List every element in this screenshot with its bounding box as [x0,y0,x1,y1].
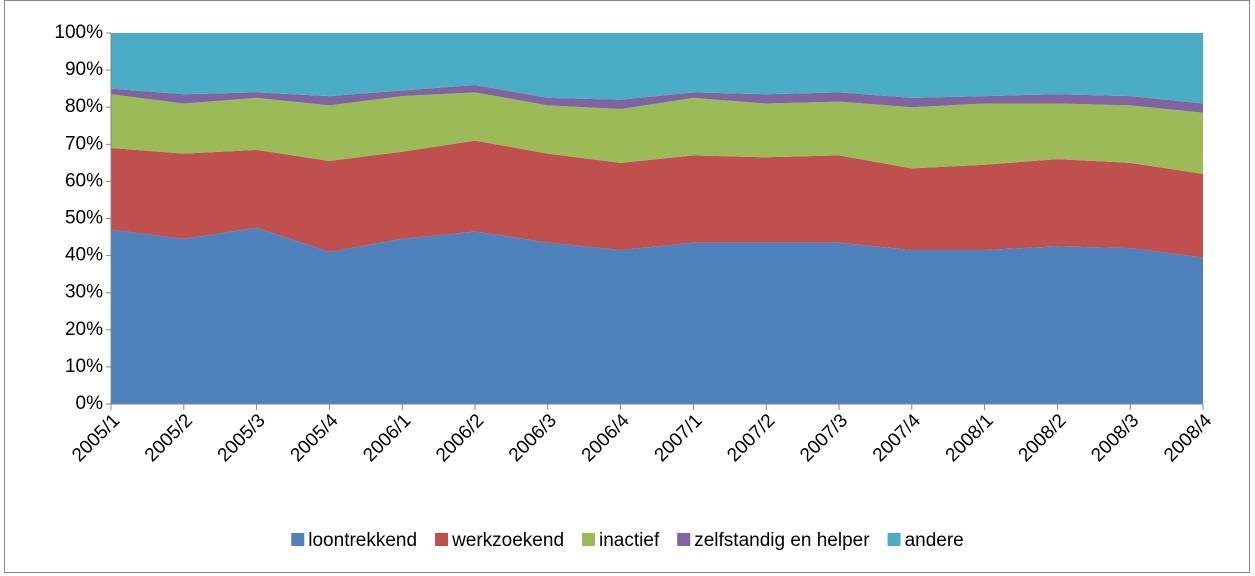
y-tick-label: 20% [65,319,103,340]
y-tick-label: 70% [65,133,103,154]
legend-label: zelfstandig en helper [694,530,870,551]
area [111,227,1203,404]
area [111,140,1203,258]
legend-swatch [435,533,449,546]
legend-swatch [677,533,691,546]
y-tick-label: 30% [65,282,103,303]
y-tick-label: 0% [76,393,104,414]
area [111,84,1203,113]
y-tick-label: 90% [65,59,103,80]
legend-swatch [582,533,596,546]
legend-swatch [291,533,305,546]
y-tick-label: 40% [65,245,103,266]
legend-label: loontrekkend [308,530,417,551]
area [111,92,1203,174]
legend-label: andere [905,530,964,551]
legend-swatch [887,533,901,546]
y-tick-label: 60% [65,170,103,191]
y-tick-label: 80% [65,96,103,117]
y-tick-label: 50% [65,208,103,229]
legend-label: werkzoekend [451,530,564,551]
area [111,33,1203,104]
y-tick-label: 100% [54,22,103,43]
legend-label: inactief [599,530,660,551]
legend: loontrekkend werkzoekend inactief zelfstand… [291,530,964,551]
y-tick-label: 10% [65,356,103,377]
